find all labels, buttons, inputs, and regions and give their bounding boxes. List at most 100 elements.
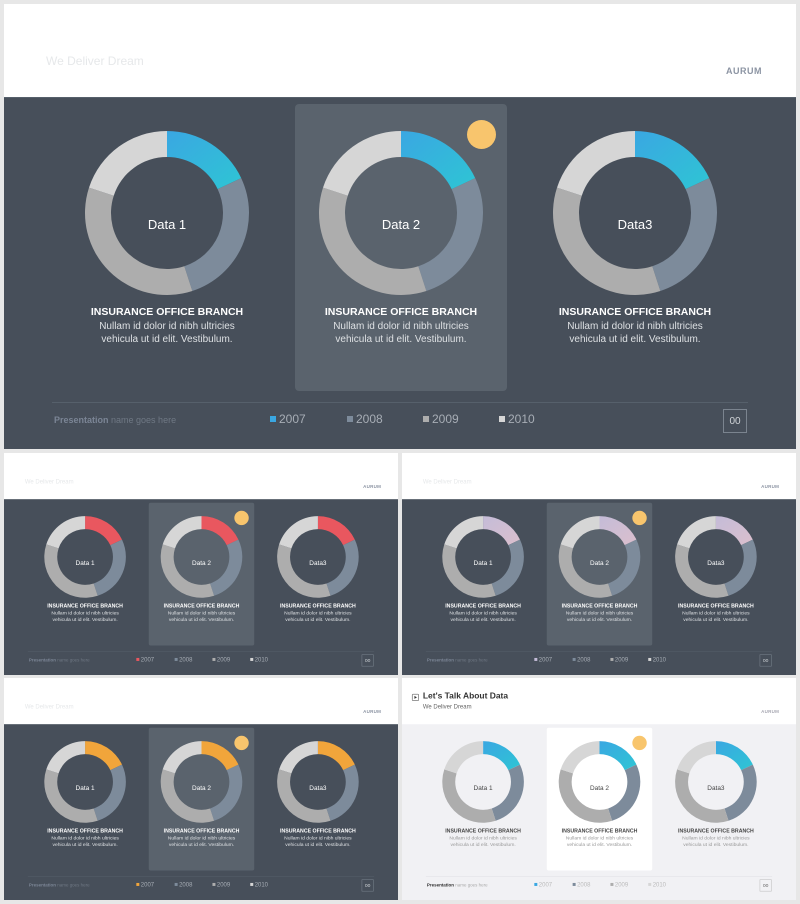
donut-slice-2007 xyxy=(85,516,122,546)
donut-slice-2010 xyxy=(677,516,716,549)
donut-slice-2010 xyxy=(444,741,484,774)
legend-item-2010: 2010 xyxy=(250,656,268,663)
caption-title-3: INSURANCE OFFICE BRANCH xyxy=(678,828,754,835)
donut-slice-2007 xyxy=(715,741,753,771)
donut-slice-2007 xyxy=(715,516,753,546)
donut-chart-3 xyxy=(277,516,359,598)
legend-item-2008: 2008 xyxy=(174,656,192,663)
caption-title-2: INSURANCE OFFICE BRANCH xyxy=(324,306,478,318)
legend-item-2008: 2008 xyxy=(174,881,192,888)
donut-slice-2009 xyxy=(277,544,331,598)
donut-slice-2008 xyxy=(652,178,717,291)
legend-item-2010: 2010 xyxy=(499,412,535,426)
donut-label-3: Data3 xyxy=(309,558,327,567)
page-number: 00 xyxy=(361,654,374,667)
donut-chart-2 xyxy=(160,741,243,823)
legend-item-2009: 2009 xyxy=(212,881,230,888)
header-divider xyxy=(4,97,796,98)
donut-slice-2007 xyxy=(483,741,520,771)
donut-label-3: Data3 xyxy=(707,558,725,567)
footer-text: Presentation name goes here xyxy=(28,882,90,888)
donut-slice-2009 xyxy=(44,769,98,823)
donut-label-2: Data 2 xyxy=(191,783,212,792)
donut-chart-3 xyxy=(277,741,359,823)
donut-slice-2007 xyxy=(599,741,637,771)
caption-text-2: Nullam id dolor id nibh ultricies vehicul… xyxy=(565,610,634,623)
legend-item-2010: 2010 xyxy=(250,881,268,888)
caption-title-2: INSURANCE OFFICE BRANCH xyxy=(561,828,638,835)
caption-text-1: Nullam id dolor id nibh ultricies vehicul… xyxy=(51,835,119,848)
footer-text: Presentation name goes here xyxy=(426,882,488,888)
slide-title: Let's Talk About Data xyxy=(422,465,509,476)
caption-title-2: INSURANCE OFFICE BRANCH xyxy=(561,603,638,610)
donut-slice-2010 xyxy=(444,516,484,549)
donut-slice-2009 xyxy=(675,544,729,598)
donut-slice-2007 xyxy=(599,516,637,546)
donut-slice-2010 xyxy=(560,516,600,549)
caption-title-1: INSURANCE OFFICE BRANCH xyxy=(90,306,244,318)
accent-dot xyxy=(234,735,249,751)
donut-slice-2008 xyxy=(608,764,641,821)
legend-item-2007: 2007 xyxy=(136,881,154,888)
donut-slice-2008 xyxy=(210,764,243,821)
legend-item-2009: 2009 xyxy=(610,656,628,663)
legend-item-2010: 2010 xyxy=(648,881,666,888)
caption-title-3: INSURANCE OFFICE BRANCH xyxy=(558,306,712,318)
slide-thumb-lavender: Let's Talk About Data We Deliver Dream A… xyxy=(402,453,796,675)
caption-text-1: Nullam id dolor id nibh ultricies vehicul… xyxy=(449,835,517,848)
donut-label-2: Data 2 xyxy=(589,558,610,567)
accent-dot xyxy=(467,120,496,149)
donut-slice-2007 xyxy=(201,741,239,771)
donut-slice-2010 xyxy=(46,741,86,774)
donut-label-3: Data3 xyxy=(707,783,725,792)
donut-chart-3 xyxy=(675,516,757,598)
donut-slice-2009 xyxy=(160,769,215,823)
donut-label-1: Data 1 xyxy=(473,783,493,792)
donut-slice-2008 xyxy=(326,539,359,596)
donut-chart-2 xyxy=(558,741,641,823)
donut-slice-2009 xyxy=(675,769,729,823)
slide-subtitle: We Deliver Dream xyxy=(46,54,144,68)
slide-main: Let's Talk About Data We Deliver Dream A… xyxy=(4,4,796,449)
legend-item-2009: 2009 xyxy=(423,412,459,426)
caption-text-3: Nullam id dolor id nibh ultricies vehicul… xyxy=(284,610,352,623)
caption-text-3: Nullam id dolor id nibh ultricies vehicul… xyxy=(682,610,750,623)
legend-item-2008: 2008 xyxy=(572,656,590,663)
donut-slice-2008 xyxy=(608,539,641,596)
accent-dot xyxy=(234,510,249,526)
play-icon xyxy=(411,693,419,701)
donut-slice-2008 xyxy=(93,539,126,596)
page-number: 00 xyxy=(759,654,772,667)
donut-chart-1 xyxy=(44,741,126,823)
brand-label: AURUM xyxy=(363,708,382,714)
footer-text: Presentation name goes here xyxy=(426,657,488,663)
donut-chart-1 xyxy=(442,741,524,823)
accent-dot xyxy=(632,735,647,751)
brand-label: AURUM xyxy=(363,483,382,489)
page-number: 00 xyxy=(361,879,374,892)
caption-text-1: Nullam id dolor id nibh ultricies vehicul… xyxy=(51,610,119,623)
donut-slice-2008 xyxy=(491,539,524,596)
caption-text-2: Nullam id dolor id nibh ultricies vehicul… xyxy=(167,610,236,623)
legend-item-2007: 2007 xyxy=(534,656,552,663)
donut-label-1: Data 1 xyxy=(473,558,493,567)
donut-slice-2009 xyxy=(558,769,613,823)
play-icon xyxy=(411,468,419,476)
brand-label: AURUM xyxy=(761,708,780,714)
donut-chart-3 xyxy=(675,741,757,823)
footer-text: Presentation name goes here xyxy=(54,415,177,425)
donut-label-2: Data 2 xyxy=(589,783,610,792)
caption-title-1: INSURANCE OFFICE BRANCH xyxy=(47,828,123,835)
donut-chart-2 xyxy=(558,516,641,598)
footer-divider xyxy=(52,402,748,403)
donut-label-1: Data 1 xyxy=(75,558,95,567)
slide-subtitle: We Deliver Dream xyxy=(24,477,74,485)
donut-label-3: Data3 xyxy=(617,217,653,232)
slide-title: Let's Talk About Data xyxy=(24,690,111,701)
donut-slice-2010 xyxy=(560,741,600,774)
donut-slice-2008 xyxy=(93,764,126,821)
donut-slice-2008 xyxy=(210,539,243,596)
slide-thumb-light: Let's Talk About Data We Deliver Dream A… xyxy=(402,678,796,900)
page-number: 00 xyxy=(723,409,747,433)
play-icon xyxy=(24,36,38,50)
